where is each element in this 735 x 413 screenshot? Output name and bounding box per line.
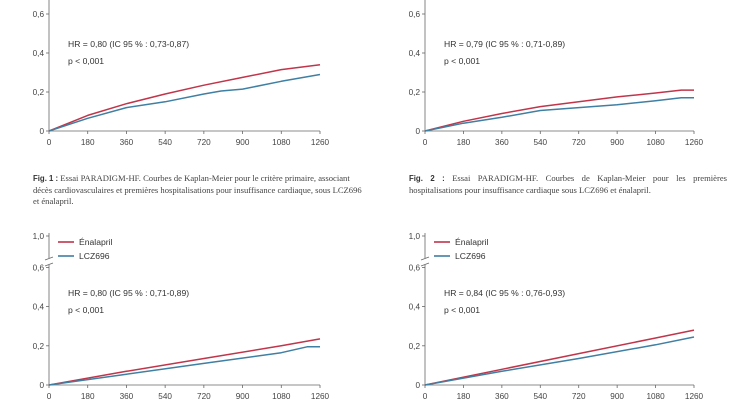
chart-2: 0 0,2 0,4 0,6 0 180 360 540 720 900 1080 1260 HR = 0… [409,0,704,147]
series-line-lcz696 [424,336,695,386]
figure-2-caption: Fig. 2 : Essai PARADIGM-HF. Courbes de K… [409,173,727,196]
x-tick-label: 0 [47,392,52,401]
p-value-label: p < 0,001 [444,56,480,66]
x-tick-label: 1260 [685,392,704,401]
y-tick-label: 0 [415,381,420,390]
y-tick-label: 0,6 [33,10,45,19]
series-line-lcz696 [48,73,321,132]
y-tick-label: 0,2 [33,342,45,351]
hazard-ratio-label: HR = 0,80 (IC 95 % : 0,73-0,87) [68,39,189,49]
x-tick-label: 1080 [646,138,665,147]
legend-label-enalapril: Énalapril [79,237,113,247]
series-line-lcz696 [424,97,694,132]
axis-break-mark [44,256,54,261]
x-tick-label: 1080 [272,138,291,147]
chart-4: 0 0,2 0,4 0,6 1,0 0 180 360 540 720 900 1080 1260 Éna… [409,232,704,401]
chart-3: 0 0,2 0,4 0,6 1,0 0 180 360 540 720 900 1080 1260 Éna… [33,232,330,401]
x-tick-label: 1260 [311,392,330,401]
x-tick-label: 0 [423,392,428,401]
x-tick-label: 0 [47,138,52,147]
figure-1-caption: Fig. 1 : Essai PARADIGM-HF. Courbes de K… [33,173,366,208]
y-tick-label: 0,2 [409,342,421,351]
figure-2-label: Fig. 2 : [409,174,445,183]
y-tick-label: 0,2 [33,88,45,97]
x-tick-label: 720 [197,138,211,147]
series-line-enalapril [48,63,321,132]
y-tick-label: 0,6 [409,10,421,19]
x-tick-label: 540 [533,138,547,147]
p-value-label: p < 0,001 [68,305,104,315]
y-tick-label: 0 [39,381,44,390]
y-tick-label: 0,4 [33,49,45,58]
x-tick-label: 900 [236,392,250,401]
x-tick-label: 720 [572,392,586,401]
legend-label-lcz696: LCZ696 [455,251,486,261]
axis-break-mark [44,262,54,267]
figure-1-caption-text: Essai PARADIGM-HF. Courbes de Kaplan-Mei… [33,173,362,206]
series-line-lcz696 [48,346,320,386]
x-tick-label: 1080 [646,392,665,401]
x-tick-label: 540 [533,392,547,401]
x-tick-label: 180 [81,138,95,147]
y-tick-label: 0 [415,127,420,136]
x-tick-label: 1260 [311,138,330,147]
x-tick-label: 180 [81,392,95,401]
y-tick-label: 0,4 [409,303,421,312]
x-tick-label: 180 [457,392,471,401]
x-tick-label: 540 [158,138,172,147]
hazard-ratio-label: HR = 0,79 (IC 95 % : 0,71-0,89) [444,39,565,49]
x-tick-label: 360 [120,392,134,401]
hazard-ratio-label: HR = 0,80 (IC 95 % : 0,71-0,89) [68,288,189,298]
hazard-ratio-label: HR = 0,84 (IC 95 % : 0,76-0,93) [444,288,565,298]
x-tick-label: 360 [120,138,134,147]
x-tick-label: 0 [423,138,428,147]
y-tick-label: 0 [39,127,44,136]
x-tick-label: 180 [457,138,471,147]
y-tick-label: 0,6 [409,263,421,272]
series-line-enalapril [424,89,694,132]
figure-1-label: Fig. 1 : [33,174,59,183]
x-tick-label: 540 [158,392,172,401]
x-tick-label: 1080 [272,392,291,401]
figure-2-caption-text: Essai PARADIGM-HF. Courbes de Kaplan-Mei… [409,173,727,195]
x-tick-label: 900 [610,138,624,147]
x-tick-label: 360 [495,138,509,147]
x-tick-label: 900 [236,138,250,147]
y-tick-label: 1,0 [409,232,421,241]
legend-label-lcz696: LCZ696 [79,251,110,261]
p-value-label: p < 0,001 [444,305,480,315]
series-line-enalapril [48,338,321,386]
y-tick-label: 0,4 [409,49,421,58]
y-tick-label: 0,6 [33,263,45,272]
x-tick-label: 900 [610,392,624,401]
x-tick-label: 360 [495,392,509,401]
axis-break-mark [420,262,430,267]
series-line-enalapril [424,329,695,386]
y-tick-label: 0,4 [33,303,45,312]
x-tick-label: 720 [572,138,586,147]
axis-break-mark [420,256,430,261]
legend-label-enalapril: Énalapril [455,237,489,247]
x-tick-label: 1260 [685,138,704,147]
y-tick-label: 1,0 [33,232,45,241]
p-value-label: p < 0,001 [68,56,104,66]
y-tick-label: 0,2 [409,88,421,97]
chart-1: 0 0,2 0,4 0,6 0 180 360 540 720 900 1080 1260 HR = 0… [33,0,330,147]
x-tick-label: 720 [197,392,211,401]
